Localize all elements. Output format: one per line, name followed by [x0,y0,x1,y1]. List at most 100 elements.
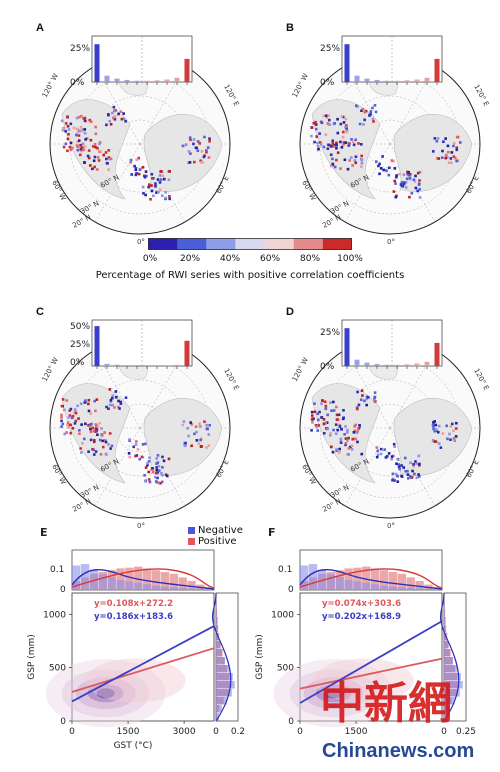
y-tick-label: 0 [60,717,66,727]
site-negative [152,194,155,198]
site-positive [157,481,161,485]
site-negative [310,134,313,138]
site-positive [205,150,208,154]
site-negative [61,128,65,132]
right-histogram-tick-0: 0 [441,727,447,737]
site-negative [122,112,125,115]
site-positive [92,429,96,433]
site-positive [149,197,152,201]
site-positive [69,431,73,435]
site-negative [141,443,145,446]
site-negative [357,403,361,407]
site-positive [103,439,107,442]
site-positive [159,170,163,173]
site-positive [207,156,211,159]
site-positive [197,442,201,446]
site-negative [138,168,142,172]
inset-histogram-bar [394,364,400,366]
site-positive [454,156,457,160]
top-histogram-bar-negative [300,565,309,590]
site-negative [335,146,338,150]
site-positive [342,141,346,144]
top-histogram-bar-negative [406,587,415,590]
site-negative [135,172,138,175]
site-positive [434,440,437,443]
site-positive [93,165,96,169]
top-histogram-bar-negative [433,588,442,590]
site-positive [200,150,204,153]
site-positive [398,172,401,176]
site-negative [394,195,398,199]
site-negative [379,447,383,451]
site-positive [361,107,365,111]
site-negative [434,428,438,431]
site-negative [134,173,138,177]
site-positive [81,129,84,133]
site-negative [450,422,454,426]
site-negative [73,408,77,411]
right-histogram-bar-negative [444,657,453,665]
site-negative [117,112,120,116]
site-positive [452,155,456,158]
right-histogram-bar-negative [216,617,217,625]
inset-histogram-bar [364,362,370,366]
site-negative [412,178,416,182]
site-negative [444,137,447,140]
site-positive [344,442,348,445]
site-positive [444,156,448,160]
site-negative [329,401,332,404]
site-positive [117,405,120,409]
right-histogram-bar-negative [444,697,455,705]
site-positive [335,141,338,145]
site-positive [99,149,102,153]
site-negative [76,148,80,152]
site-positive [198,142,202,145]
inset-histogram-bar [414,79,420,82]
site-negative [105,123,108,127]
site-positive [76,140,79,144]
site-negative [402,173,406,177]
site-negative [349,156,353,159]
legend-negative-swatch [188,526,195,534]
site-positive [351,164,354,167]
site-negative [86,154,90,158]
site-positive [335,158,338,162]
meridian-line [344,349,391,429]
site-negative [448,432,451,436]
site-negative [160,472,163,475]
top-kde-positive [71,568,215,589]
site-negative [393,167,397,170]
site-negative [114,109,117,112]
legend-positive: Positive [188,536,243,547]
equation-negative: y=0.202x+168.9 [322,612,401,622]
site-negative [343,433,346,436]
site-negative [346,452,350,456]
inset-histogram-bar [424,361,430,366]
site-positive [345,130,348,134]
site-positive [357,427,361,430]
site-negative [322,432,326,435]
site-negative [187,434,190,438]
site-positive [323,400,327,404]
site-negative [84,138,87,141]
site-negative [195,439,199,442]
site-positive [74,419,78,423]
site-negative [316,412,319,416]
site-positive [72,411,76,415]
inset-histogram-bar [154,365,160,366]
site-negative [165,474,169,478]
site-positive [109,122,113,126]
site-positive [201,161,205,164]
site-negative [117,399,120,403]
site-positive [62,145,66,149]
site-positive [83,145,87,148]
site-positive [416,171,420,175]
inset-histogram-bar [404,80,410,82]
site-positive [109,157,113,161]
top-histogram-bar-negative [151,585,161,590]
land-eurasia [393,398,473,476]
site-negative [415,462,418,465]
site-negative [431,150,435,153]
site-negative [154,184,157,188]
site-positive [82,148,86,152]
